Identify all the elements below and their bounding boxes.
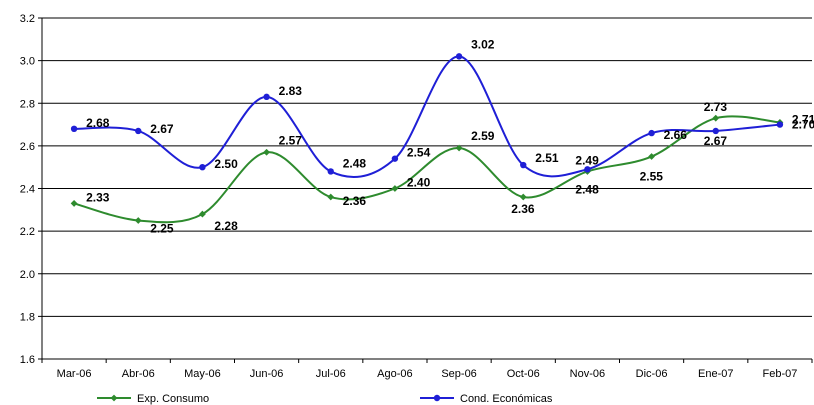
data-label: 2.36 bbox=[511, 202, 535, 216]
data-label: 2.50 bbox=[214, 157, 238, 171]
data-point-marker bbox=[433, 394, 441, 402]
y-tick-label: 1.6 bbox=[20, 354, 35, 366]
data-label: 2.73 bbox=[704, 100, 728, 114]
data-label: 2.55 bbox=[640, 170, 664, 184]
y-tick-label: 3.2 bbox=[20, 13, 35, 25]
y-tick-label: 1.8 bbox=[20, 311, 35, 323]
data-point-marker bbox=[455, 53, 463, 60]
x-tick-label: Mar-06 bbox=[57, 368, 92, 380]
x-tick-label: Abr-06 bbox=[122, 368, 155, 380]
data-label: 2.54 bbox=[407, 146, 431, 160]
legend-label: Cond. Económicas bbox=[460, 393, 553, 405]
x-tick-label: Nov-06 bbox=[570, 368, 605, 380]
data-label: 2.33 bbox=[86, 190, 110, 204]
data-label: 2.40 bbox=[407, 176, 431, 190]
data-point-marker bbox=[391, 185, 399, 192]
data-label: 2.71 bbox=[792, 112, 814, 126]
data-label: 2.59 bbox=[471, 129, 495, 143]
data-label: 2.49 bbox=[575, 153, 599, 167]
data-point-marker bbox=[455, 144, 463, 152]
data-point-marker bbox=[712, 127, 719, 135]
x-tick-label: Jul-06 bbox=[316, 368, 346, 380]
data-label: 2.67 bbox=[704, 134, 728, 148]
data-label: 2.25 bbox=[150, 221, 174, 235]
y-tick-label: 3.0 bbox=[20, 56, 35, 68]
data-point-marker bbox=[199, 210, 206, 218]
gridlines bbox=[42, 17, 812, 317]
data-label: 3.02 bbox=[471, 37, 495, 51]
y-tick-label: 2.2 bbox=[20, 226, 35, 238]
y-tick-label: 2.4 bbox=[20, 184, 35, 196]
data-point-marker bbox=[110, 394, 118, 402]
x-tick-label: Sep-06 bbox=[441, 368, 476, 380]
data-point-marker bbox=[70, 125, 78, 133]
data-label: 2.48 bbox=[575, 182, 599, 196]
data-point-marker bbox=[584, 166, 591, 173]
data-label: 2.66 bbox=[664, 128, 688, 142]
data-point-marker bbox=[648, 153, 655, 160]
series-lines bbox=[70, 53, 784, 224]
data-label: 2.67 bbox=[150, 122, 174, 136]
data-point-marker bbox=[519, 193, 527, 201]
data-point-marker bbox=[648, 129, 655, 137]
axes: 1.6 1.8 2.0 2.2 2.4 2.6 2.8 3.0 3.2 Mar-06 Abr-06 M… bbox=[20, 13, 813, 380]
data-point-marker bbox=[520, 161, 527, 169]
y-tick-label: 2.0 bbox=[20, 269, 35, 281]
data-point-marker bbox=[327, 168, 334, 175]
data-label: 2.28 bbox=[214, 219, 238, 233]
data-label: 2.48 bbox=[343, 156, 367, 170]
data-point-marker bbox=[70, 200, 78, 207]
x-tick-label: Dic-06 bbox=[636, 368, 668, 380]
x-tick-label: Oct-06 bbox=[507, 368, 540, 380]
data-label: 2.57 bbox=[279, 133, 303, 147]
data-label: 2.68 bbox=[86, 116, 110, 130]
data-labels: 2.33 2.25 2.28 2.57 2.36 2.40 2.59 2.36 2.48 2.55… bbox=[86, 37, 814, 235]
x-tick-label: Ene-07 bbox=[698, 368, 733, 380]
data-point-marker bbox=[391, 155, 399, 162]
data-label: 2.36 bbox=[343, 194, 367, 208]
data-point-marker bbox=[134, 217, 142, 224]
data-point-marker bbox=[199, 163, 206, 171]
data-label: 2.51 bbox=[535, 151, 559, 165]
data-label: 2.83 bbox=[279, 84, 303, 98]
data-point-marker bbox=[135, 127, 142, 135]
y-tick-label: 2.8 bbox=[20, 98, 35, 110]
y-tick-label: 2.6 bbox=[20, 141, 35, 153]
x-tick-label: Feb-07 bbox=[762, 368, 797, 380]
data-label: 2.70 bbox=[792, 118, 814, 132]
data-point-marker bbox=[263, 93, 270, 101]
legend-label: Exp. Consumo bbox=[137, 393, 209, 405]
data-point-marker bbox=[712, 114, 720, 122]
legend: Exp. Consumo Cond. Económicas bbox=[97, 393, 553, 405]
data-point-marker bbox=[327, 193, 335, 201]
x-tick-label: Jun-06 bbox=[250, 368, 284, 380]
data-point-marker bbox=[776, 121, 784, 128]
x-tick-label: Ago-06 bbox=[377, 368, 412, 380]
x-tick-label: May-06 bbox=[184, 368, 221, 380]
data-point-marker bbox=[263, 148, 270, 156]
